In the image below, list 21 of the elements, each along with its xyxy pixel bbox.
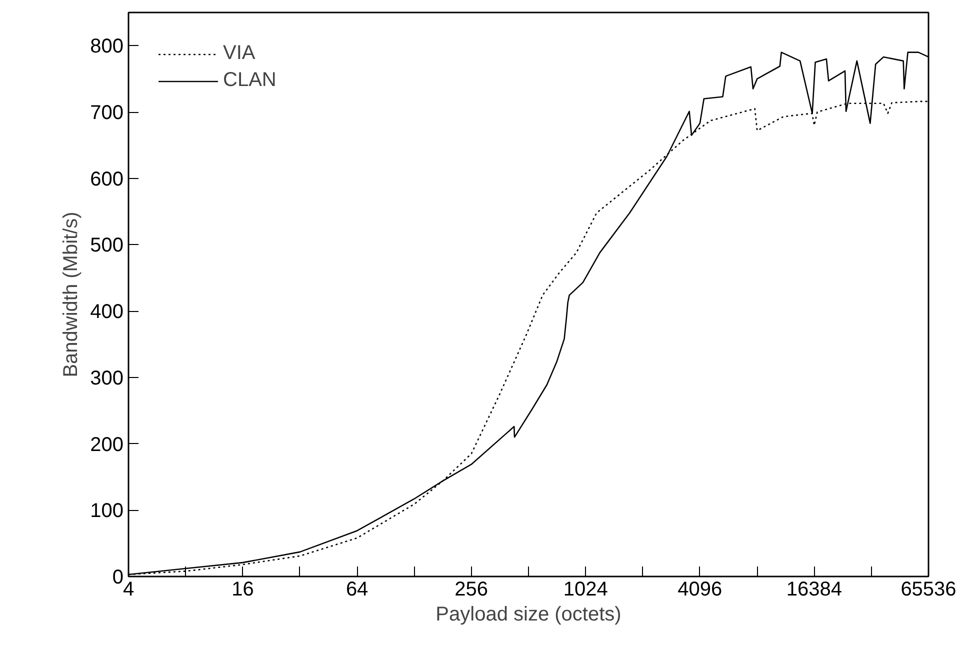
- y-tick-label: 400: [90, 301, 124, 324]
- y-tick-label: 500: [90, 234, 124, 257]
- x-tick-label: 16384: [786, 578, 842, 600]
- legend-label: VIA: [223, 42, 256, 65]
- x-tick-label: 65536: [900, 578, 956, 600]
- x-tick-label: 1024: [563, 578, 608, 600]
- y-tick-label: 700: [90, 102, 124, 124]
- x-tick-label: 64: [346, 578, 368, 600]
- y-axis-title: Bandwidth (Mbit/s): [60, 212, 82, 378]
- y-tick-label: 0: [112, 566, 124, 588]
- y-tick-label: 800: [90, 36, 124, 58]
- y-tick-label: 300: [90, 367, 124, 390]
- y-tick-label: 600: [90, 168, 124, 190]
- y-tick-label: 100: [90, 500, 124, 522]
- x-axis-title: Payload size (octets): [436, 604, 622, 626]
- legend-label: CLAN: [223, 69, 276, 92]
- x-tick-label: 4: [122, 578, 134, 600]
- x-tick-label: 16: [232, 578, 254, 600]
- x-tick-label: 256: [454, 578, 488, 600]
- x-tick-label: 4096: [678, 578, 722, 600]
- y-tick-label: 200: [90, 434, 124, 456]
